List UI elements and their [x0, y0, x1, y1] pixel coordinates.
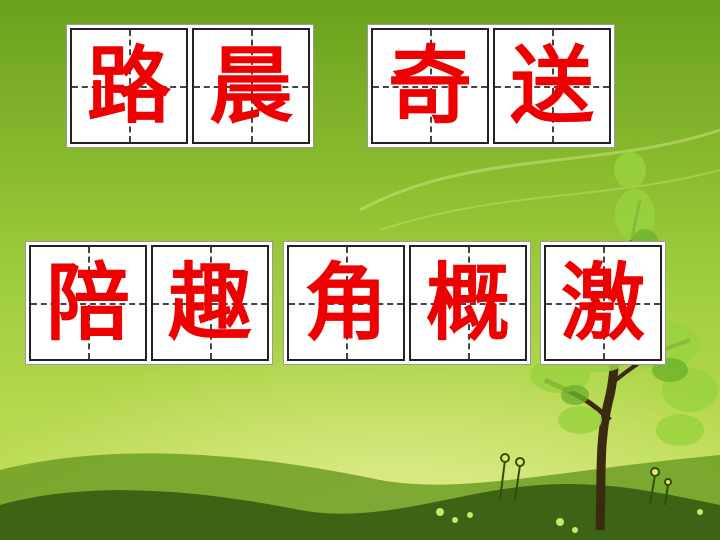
character-box: 奇 [371, 28, 489, 144]
character: 角 [303, 254, 388, 352]
word-card-2: 奇 送 [367, 24, 615, 148]
character-box: 送 [493, 28, 611, 144]
character: 路 [86, 37, 171, 135]
light-swirl [379, 169, 720, 231]
small-leaves [436, 508, 703, 533]
character: 概 [425, 254, 510, 352]
character: 晨 [208, 37, 293, 135]
character: 激 [560, 254, 645, 352]
light-swirl [359, 128, 720, 212]
character: 趣 [167, 254, 252, 352]
character-box: 激 [544, 245, 662, 361]
character-box: 概 [409, 245, 527, 361]
word-card-4: 角 概 [283, 241, 531, 365]
character: 奇 [387, 37, 472, 135]
word-card-1: 路 晨 [66, 24, 314, 148]
character-box: 晨 [192, 28, 310, 144]
character: 陪 [45, 254, 130, 352]
flower-sprigs [499, 453, 672, 506]
character-box: 角 [287, 245, 405, 361]
character-box: 陪 [29, 245, 147, 361]
front-hill [0, 484, 720, 540]
character-box: 趣 [151, 245, 269, 361]
word-card-3: 陪 趣 [25, 241, 273, 365]
word-card-5: 激 [540, 241, 666, 365]
character-box: 路 [70, 28, 188, 144]
character: 送 [509, 37, 594, 135]
